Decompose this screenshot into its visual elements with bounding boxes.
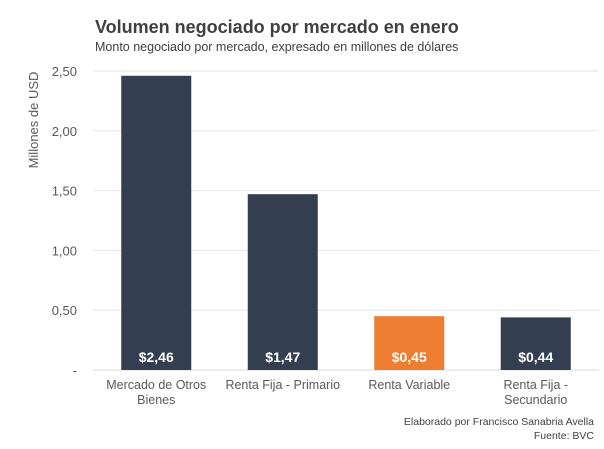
source-note: Fuente: BVC [533, 430, 594, 442]
credit-note: Elaborado por Francisco Sanabria Avella [403, 416, 594, 428]
data-label: $1,47 [265, 349, 300, 365]
bar [247, 194, 318, 370]
data-label: $2,46 [139, 349, 174, 365]
y-axis-label: Millones de USD [26, 72, 41, 169]
x-tick-label: Renta Fija - [503, 378, 568, 392]
x-tick-label: Renta Fija - Primario [225, 378, 340, 392]
x-tick-label: Renta Variable [368, 378, 450, 392]
chart-subtitle: Monto negociado por mercado, expresado e… [95, 40, 459, 54]
chart-title: Volumen negociado por mercado en enero [95, 17, 459, 37]
y-tick-label: 1,50 [52, 184, 77, 199]
x-tick-label: Secundario [504, 393, 567, 407]
data-label: $0,44 [518, 349, 553, 365]
x-tick-label: Bienes [137, 393, 175, 407]
y-tick-label: 2,00 [52, 124, 77, 139]
y-tick-label: 2,50 [52, 64, 77, 79]
data-label: $0,45 [392, 349, 427, 365]
y-tick-label: 0,50 [52, 303, 77, 318]
y-tick-label: - [73, 363, 77, 378]
bar [374, 316, 445, 370]
bar [500, 317, 571, 370]
x-tick-label: Mercado de Otros [106, 378, 206, 392]
y-tick-label: 1,00 [52, 243, 77, 258]
bar [121, 75, 192, 370]
